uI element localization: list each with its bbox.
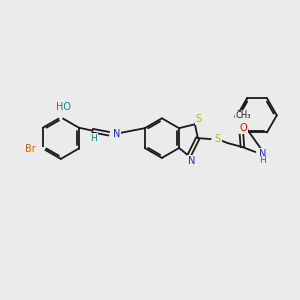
- Text: CH3: CH3: [233, 113, 251, 122]
- Text: N: N: [188, 156, 196, 166]
- Text: O: O: [240, 123, 247, 133]
- Text: H: H: [90, 134, 97, 143]
- Text: CH₃: CH₃: [236, 112, 251, 121]
- Text: S: S: [196, 114, 202, 124]
- Text: HO: HO: [56, 102, 71, 112]
- Text: CH₃: CH₃: [236, 110, 251, 119]
- Text: S: S: [215, 134, 221, 144]
- Text: N: N: [259, 149, 267, 159]
- Text: H: H: [259, 156, 266, 165]
- Text: Br: Br: [25, 143, 35, 154]
- Text: N: N: [112, 129, 120, 139]
